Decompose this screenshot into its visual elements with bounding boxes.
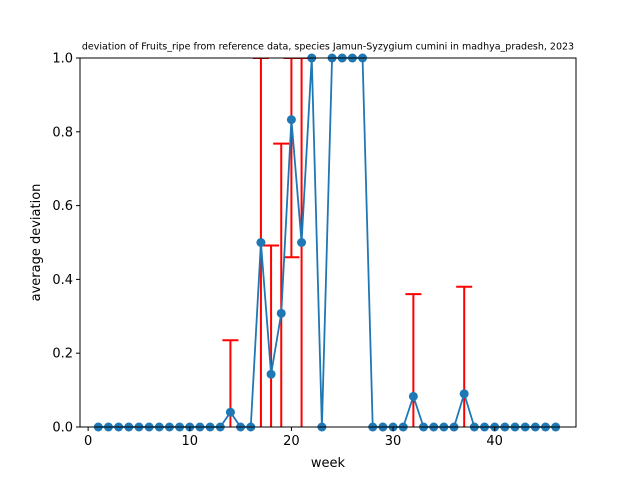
- y-tick-label: 0.2: [52, 347, 73, 362]
- x-axis-ticks: 0 10 20 30 40: [84, 427, 503, 449]
- error-bar: [273, 142, 290, 427]
- x-axis-label: week: [311, 456, 346, 471]
- data-point: [459, 389, 469, 399]
- y-axis-ticks: 0.0 0.2 0.4 0.6 0.8 1.0: [52, 52, 80, 436]
- x-tick-label: 0: [84, 434, 92, 449]
- data-point: [297, 238, 307, 247]
- y-tick-label: 1.0: [52, 52, 73, 67]
- data-series: [93, 53, 561, 432]
- data-point: [276, 308, 286, 318]
- chart-title: deviation of Fruits_ripe from reference …: [82, 42, 574, 53]
- y-tick-label: 0.4: [52, 273, 73, 288]
- data-point: [408, 391, 418, 401]
- x-tick-label: 30: [385, 434, 402, 449]
- data-point: [266, 369, 276, 379]
- x-tick-label: 10: [181, 434, 198, 449]
- x-tick-label: 20: [283, 434, 300, 449]
- error-bar: [405, 293, 422, 427]
- series-line: [98, 57, 556, 428]
- error-bars: [222, 58, 473, 427]
- data-point: [286, 115, 296, 125]
- x-tick-label: 40: [486, 434, 503, 449]
- data-point: [256, 238, 266, 247]
- plot-frame: [79, 57, 577, 428]
- y-axis-label: average deviation: [29, 184, 44, 302]
- error-bar: [456, 285, 473, 427]
- error-bar: [263, 244, 280, 427]
- error-bar: [283, 58, 300, 259]
- data-point: [225, 407, 235, 417]
- y-tick-label: 0.6: [52, 199, 73, 214]
- y-tick-label: 0.0: [52, 421, 73, 436]
- y-tick-label: 0.8: [52, 125, 73, 140]
